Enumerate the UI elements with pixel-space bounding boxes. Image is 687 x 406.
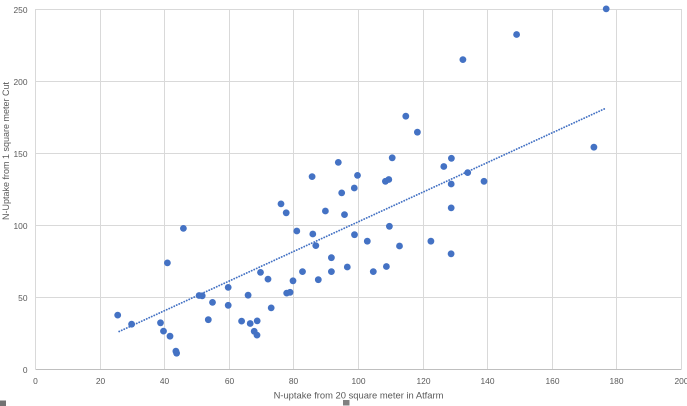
svg-text:0: 0 [23, 365, 28, 375]
svg-text:40: 40 [160, 376, 170, 386]
svg-text:180: 180 [610, 376, 624, 386]
svg-text:120: 120 [417, 376, 431, 386]
svg-text:250: 250 [14, 5, 28, 15]
svg-text:140: 140 [481, 376, 495, 386]
svg-text:200: 200 [14, 77, 28, 87]
svg-text:80: 80 [289, 376, 299, 386]
svg-text:100: 100 [352, 376, 366, 386]
svg-text:N-uptake from 20 square meter: N-uptake from 20 square meter in Atfarm [274, 390, 444, 401]
svg-text:50: 50 [18, 293, 28, 303]
svg-text:200: 200 [675, 376, 687, 386]
svg-text:N-Uptake from 1 square meter C: N-Uptake from 1 square meter Cut [1, 81, 11, 220]
svg-text:60: 60 [225, 376, 235, 386]
svg-text:100: 100 [14, 221, 28, 231]
svg-text:0: 0 [33, 376, 38, 386]
svg-text:20: 20 [96, 376, 106, 386]
svg-text:160: 160 [546, 376, 560, 386]
svg-text:150: 150 [14, 149, 28, 159]
